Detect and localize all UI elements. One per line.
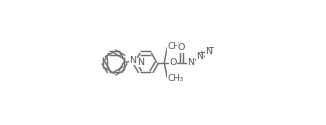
Text: N: N — [187, 58, 194, 67]
Text: CH₃: CH₃ — [168, 74, 184, 83]
Text: N: N — [130, 56, 137, 64]
Text: −: − — [207, 44, 214, 52]
Text: O: O — [178, 43, 185, 52]
Text: N: N — [205, 48, 212, 56]
Text: N: N — [137, 58, 144, 67]
Text: +: + — [199, 50, 205, 56]
Text: CH₃: CH₃ — [168, 42, 184, 51]
Text: N: N — [197, 52, 203, 61]
Text: O: O — [169, 58, 177, 67]
